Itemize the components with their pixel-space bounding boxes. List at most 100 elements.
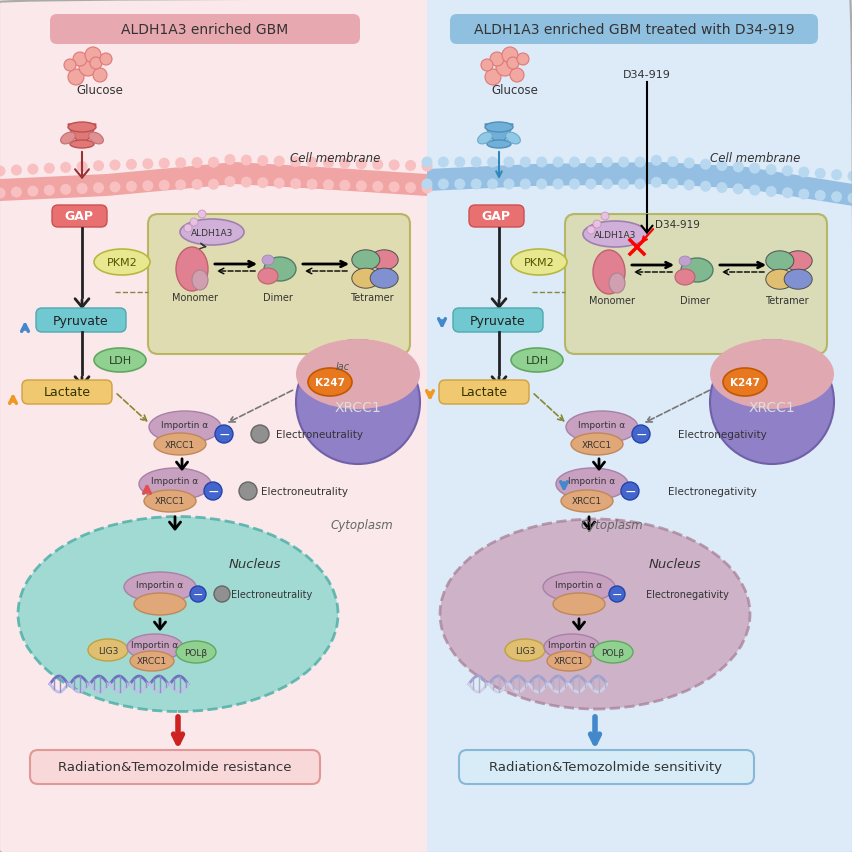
Ellipse shape xyxy=(296,341,419,464)
Text: K247: K247 xyxy=(314,377,344,388)
Ellipse shape xyxy=(250,425,268,444)
FancyBboxPatch shape xyxy=(439,381,528,405)
Text: XRCC1: XRCC1 xyxy=(572,497,602,506)
Circle shape xyxy=(306,180,317,191)
Ellipse shape xyxy=(620,482,638,500)
Circle shape xyxy=(79,59,97,77)
FancyBboxPatch shape xyxy=(36,308,126,332)
Circle shape xyxy=(489,53,504,67)
Text: GAP: GAP xyxy=(65,210,94,223)
Text: Radiation&Temozolmide resistance: Radiation&Temozolmide resistance xyxy=(58,761,291,774)
Circle shape xyxy=(11,187,22,199)
Text: ALDH1A3: ALDH1A3 xyxy=(593,230,636,239)
FancyBboxPatch shape xyxy=(564,215,826,354)
Circle shape xyxy=(158,181,170,192)
Circle shape xyxy=(601,213,608,221)
Ellipse shape xyxy=(144,491,196,512)
Text: Radiation&Temozolmide sensitivity: Radiation&Temozolmide sensitivity xyxy=(489,761,722,774)
Circle shape xyxy=(175,158,186,169)
Circle shape xyxy=(85,48,101,64)
Circle shape xyxy=(781,166,792,177)
Circle shape xyxy=(339,158,350,170)
Circle shape xyxy=(437,179,448,190)
Circle shape xyxy=(650,156,661,167)
Ellipse shape xyxy=(149,412,221,444)
Circle shape xyxy=(503,179,514,190)
Text: XRCC1: XRCC1 xyxy=(137,657,167,665)
Text: Importin α: Importin α xyxy=(555,580,602,589)
Ellipse shape xyxy=(678,256,690,267)
Ellipse shape xyxy=(262,256,273,266)
Circle shape xyxy=(584,179,596,190)
Circle shape xyxy=(158,158,170,170)
Circle shape xyxy=(650,177,661,188)
Text: Dimer: Dimer xyxy=(262,292,292,302)
Ellipse shape xyxy=(477,133,492,145)
Circle shape xyxy=(273,178,285,189)
Circle shape xyxy=(224,155,235,166)
Text: Monomer: Monomer xyxy=(172,292,218,302)
Ellipse shape xyxy=(204,482,222,500)
Text: Importin α: Importin α xyxy=(548,640,595,648)
Text: LIG3: LIG3 xyxy=(98,646,118,654)
Circle shape xyxy=(470,179,481,190)
Text: Lactate: Lactate xyxy=(460,386,507,399)
Ellipse shape xyxy=(608,586,625,602)
Ellipse shape xyxy=(674,270,694,285)
Text: Lactate: Lactate xyxy=(43,386,90,399)
Circle shape xyxy=(109,160,120,171)
Ellipse shape xyxy=(505,133,520,145)
Circle shape xyxy=(765,187,775,198)
Text: PKM2: PKM2 xyxy=(106,257,137,268)
Circle shape xyxy=(506,58,518,70)
Circle shape xyxy=(516,54,528,66)
Ellipse shape xyxy=(214,586,230,602)
Circle shape xyxy=(421,158,432,169)
Circle shape xyxy=(830,192,841,203)
Ellipse shape xyxy=(440,520,749,709)
Circle shape xyxy=(421,161,432,172)
Circle shape xyxy=(339,181,350,192)
Circle shape xyxy=(634,158,645,169)
Circle shape xyxy=(716,183,727,193)
Text: Pyruvate: Pyruvate xyxy=(469,314,525,327)
Text: Electronegativity: Electronegativity xyxy=(645,590,728,599)
Ellipse shape xyxy=(504,639,544,661)
Ellipse shape xyxy=(176,248,208,291)
Text: ALDH1A3 enriched GBM: ALDH1A3 enriched GBM xyxy=(121,23,288,37)
Circle shape xyxy=(682,181,694,191)
Circle shape xyxy=(371,159,383,170)
Text: Importin α: Importin α xyxy=(131,640,178,648)
Circle shape xyxy=(208,158,219,169)
Ellipse shape xyxy=(566,412,637,444)
Text: Importin α: Importin α xyxy=(567,477,615,486)
Text: −: − xyxy=(624,485,635,498)
Ellipse shape xyxy=(709,340,833,410)
Ellipse shape xyxy=(308,369,352,396)
Text: Cell membrane: Cell membrane xyxy=(709,152,799,164)
Circle shape xyxy=(290,157,301,168)
Circle shape xyxy=(486,158,498,169)
Circle shape xyxy=(142,181,153,192)
Circle shape xyxy=(389,160,400,171)
Circle shape xyxy=(240,155,251,166)
Text: Nucleus: Nucleus xyxy=(228,558,281,571)
Text: Tetramer: Tetramer xyxy=(350,292,394,302)
Circle shape xyxy=(190,219,198,227)
Circle shape xyxy=(584,158,596,169)
Circle shape xyxy=(43,164,55,175)
Circle shape xyxy=(618,158,629,169)
Circle shape xyxy=(421,183,432,194)
Circle shape xyxy=(814,169,825,180)
Text: POLβ: POLβ xyxy=(184,648,207,657)
Polygon shape xyxy=(0,0,427,852)
Circle shape xyxy=(485,70,500,86)
Circle shape xyxy=(797,189,809,200)
Text: ALDH1A3: ALDH1A3 xyxy=(191,228,233,237)
Circle shape xyxy=(454,179,464,190)
Ellipse shape xyxy=(296,340,419,410)
Circle shape xyxy=(519,179,530,190)
Circle shape xyxy=(519,158,530,169)
Polygon shape xyxy=(68,125,96,148)
Polygon shape xyxy=(0,163,427,202)
